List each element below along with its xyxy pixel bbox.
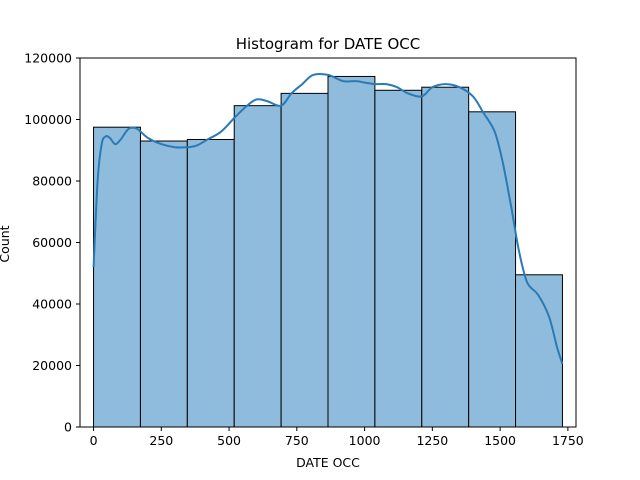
histogram-bar-0 bbox=[93, 126, 141, 428]
y-tick-label: 100000 bbox=[24, 112, 72, 127]
histogram-bar-5 bbox=[327, 75, 376, 428]
histogram-bar-8 bbox=[468, 111, 517, 428]
x-tick-label: 1500 bbox=[484, 433, 516, 448]
y-tick-label: 0 bbox=[64, 420, 72, 435]
x-tick-label: 0 bbox=[90, 433, 98, 448]
x-tick-label: 250 bbox=[149, 433, 173, 448]
histogram-bar-1 bbox=[139, 140, 188, 428]
histogram-bar-4 bbox=[280, 92, 329, 428]
x-tick-label: 1250 bbox=[416, 433, 448, 448]
histogram-bar-3 bbox=[233, 105, 282, 428]
histogram-bar-9 bbox=[515, 274, 563, 428]
x-axis-ticks: 0 250 500 750 1000 1250 1500 1750 bbox=[90, 427, 584, 448]
y-tick-label: 120000 bbox=[24, 51, 72, 66]
y-tick-label: 20000 bbox=[32, 358, 72, 373]
x-tick-label: 500 bbox=[217, 433, 241, 448]
kde-line bbox=[92, 72, 564, 365]
y-tick-label: 60000 bbox=[32, 235, 72, 250]
y-axis-label: Count bbox=[0, 225, 12, 262]
histogram-bar-6 bbox=[374, 89, 423, 428]
histogram-bar-2 bbox=[186, 138, 235, 428]
x-tick-label: 1750 bbox=[552, 433, 584, 448]
x-tick-label: 1000 bbox=[349, 433, 381, 448]
y-axis-ticks: 0 20000 40000 60000 80000 100000 120000 bbox=[24, 51, 80, 435]
chart-title: Histogram for DATE OCC bbox=[236, 35, 421, 53]
y-tick-label: 80000 bbox=[32, 174, 72, 189]
bars-group bbox=[93, 75, 563, 428]
x-tick-label: 750 bbox=[285, 433, 309, 448]
histogram-bar-7 bbox=[421, 86, 470, 428]
x-axis-label: DATE OCC bbox=[296, 455, 360, 470]
y-tick-label: 40000 bbox=[32, 297, 72, 312]
